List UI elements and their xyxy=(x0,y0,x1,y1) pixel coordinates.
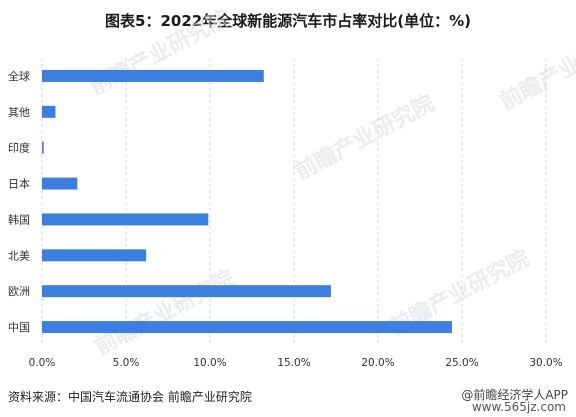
category-label: 欧洲 xyxy=(8,285,30,298)
watermark-text: 前瞻产业研究院 xyxy=(496,20,576,115)
category-label: 韩国 xyxy=(8,212,30,226)
footer-brand: @前瞻经济学人APP xyxy=(461,388,568,402)
bar xyxy=(42,105,56,118)
category-label: 全球 xyxy=(8,69,30,83)
category-label: 其他 xyxy=(8,106,30,119)
watermark-text: 前瞻产业研究院 xyxy=(91,265,239,360)
x-tick-label: 10.0% xyxy=(193,357,226,369)
watermark-text: 前瞻产业研究院 xyxy=(86,5,234,100)
category-label: 日本 xyxy=(8,177,30,191)
chart-title: 图表5：2022年全球新能源汽车市占率对比(单位：%) xyxy=(105,12,471,30)
footer-site: www.565jz.com xyxy=(471,400,566,414)
x-tick-label: 5.0% xyxy=(113,357,140,369)
x-tick-label: 0.0% xyxy=(29,357,56,369)
x-tick-label: 15.0% xyxy=(277,357,310,369)
bar xyxy=(42,141,44,154)
category-label: 印度 xyxy=(8,141,30,155)
x-tick-label: 25.0% xyxy=(445,357,478,369)
bar xyxy=(42,249,147,262)
bar xyxy=(42,321,452,334)
category-label: 中国 xyxy=(8,321,30,334)
gridlines xyxy=(41,58,547,345)
x-tick-label: 20.0% xyxy=(361,357,394,369)
bar xyxy=(42,177,78,190)
bars xyxy=(42,69,452,334)
watermark-text: 前瞻产业研究院 xyxy=(291,90,439,185)
bar xyxy=(42,213,209,226)
x-axis-tick-labels: 0.0% 5.0% 10.0% 15.0% 20.0% 25.0% 30.0% xyxy=(29,357,563,369)
category-label: 北美 xyxy=(8,249,30,262)
bar xyxy=(42,69,264,82)
source-note: 资料来源：中国汽车流通协会 前瞻产业研究院 xyxy=(8,390,252,404)
bar xyxy=(42,285,331,298)
x-tick-label: 30.0% xyxy=(529,357,562,369)
